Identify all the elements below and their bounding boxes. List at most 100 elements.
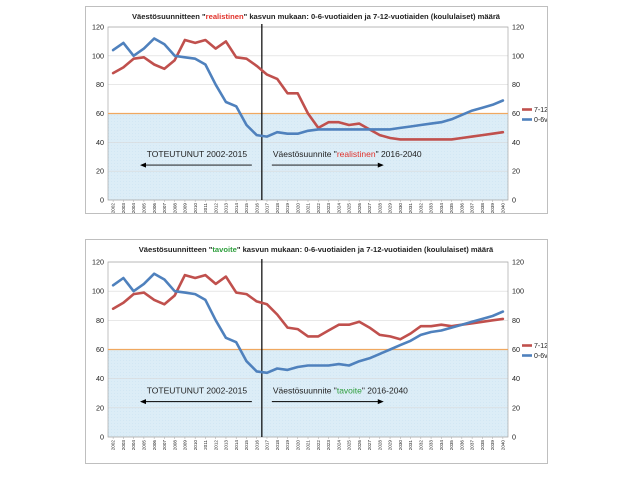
y-tick-left: 120 — [92, 23, 104, 32]
x-tick-label: 2032 — [418, 440, 423, 451]
x-tick-label: 2022 — [316, 203, 321, 213]
chart-panel-realistinen: Väestösuunnitteen "realistinen" kasvun m… — [85, 6, 548, 214]
x-tick-label: 2002 — [111, 440, 116, 451]
x-tick-label: 2005 — [141, 440, 146, 451]
x-tick-label: 2036 — [459, 203, 464, 213]
x-tick-label: 2006 — [152, 203, 157, 213]
x-tick-label: 2020 — [295, 440, 300, 451]
y-tick-left: 60 — [96, 345, 104, 354]
series-line-0-6v — [111, 37, 505, 138]
legend-label: 0-6v — [534, 353, 547, 360]
x-tick-label: 2011 — [203, 203, 208, 213]
x-tick-label: 2014 — [234, 440, 239, 451]
x-tick-label: 2034 — [439, 203, 444, 213]
chart-panel-tavoite: Väestösuunnitteen "tavoite" kasvun mukaa… — [85, 239, 548, 464]
arrow-right-head — [377, 162, 384, 168]
x-tick-label: 2024 — [336, 440, 341, 451]
annotation-forecast: Väestösuunnite "realistinen" 2016-2040 — [273, 149, 422, 159]
x-tick-label: 2009 — [183, 203, 188, 213]
y-tick-right: 120 — [512, 258, 524, 267]
x-tick-label: 2017 — [265, 203, 270, 213]
y-tick-right: 80 — [512, 80, 520, 89]
y-tick-right: 80 — [512, 316, 520, 325]
x-tick-label: 2019 — [285, 203, 290, 213]
x-tick-label: 2030 — [398, 440, 403, 451]
x-tick-label: 2015 — [244, 440, 249, 451]
x-tick-label: 2008 — [172, 440, 177, 451]
y-tick-right: 100 — [512, 287, 524, 296]
x-tick-label: 2003 — [121, 440, 126, 451]
x-tick-label: 2035 — [449, 203, 454, 213]
text-part: Väestösuunnitteen " — [139, 245, 213, 254]
x-tick-label: 2013 — [224, 203, 229, 213]
text-part: " 2016-2040 — [362, 386, 408, 396]
x-tick-label: 2017 — [265, 440, 270, 451]
x-tick-label: 2037 — [470, 440, 475, 451]
x-tick-label: 2019 — [285, 440, 290, 451]
x-tick-label: 2013 — [224, 440, 229, 451]
x-tick-label: 2031 — [408, 440, 413, 451]
y-tick-left: 80 — [96, 316, 104, 325]
x-tick-label: 2033 — [429, 203, 434, 213]
text-part: " kasvun mukaan: 0-6-vuotiaiden ja 7-12-… — [237, 245, 494, 254]
x-tick-label: 2018 — [275, 440, 280, 451]
text-part: Väestösuunnite " — [273, 149, 337, 159]
x-tick-label: 2011 — [203, 440, 208, 450]
x-tick-label: 2016 — [254, 440, 259, 451]
x-tick-label: 2027 — [367, 203, 372, 213]
series-line-0-6v — [111, 272, 505, 375]
x-tick-label: 2036 — [459, 440, 464, 451]
line-chart-realistinen: Väestösuunnitteen "realistinen" kasvun m… — [92, 12, 547, 213]
x-tick-label: 2025 — [347, 203, 352, 213]
x-tick-label: 2021 — [306, 203, 311, 213]
y-tick-left: 20 — [96, 403, 104, 412]
x-tick-label: 2027 — [367, 440, 372, 451]
x-tick-label: 2012 — [213, 440, 218, 451]
y-tick-left: 120 — [92, 258, 104, 267]
y-tick-left: 0 — [100, 433, 104, 442]
text-part: " 2016-2040 — [376, 149, 422, 159]
x-tick-label: 2010 — [193, 440, 198, 451]
x-tick-label: 2020 — [295, 203, 300, 213]
x-tick-label: 2008 — [172, 203, 177, 213]
y-tick-left: 0 — [100, 196, 104, 205]
y-tick-right: 120 — [512, 23, 524, 32]
x-tick-label: 2022 — [316, 440, 321, 451]
x-tick-label: 2023 — [326, 440, 331, 451]
x-tick-label: 2007 — [162, 440, 167, 451]
x-tick-label: 2021 — [306, 440, 311, 451]
x-tick-label: 2034 — [439, 440, 444, 451]
y-tick-left: 40 — [96, 138, 104, 147]
x-tick-label: 2012 — [213, 203, 218, 213]
text-part: tavoite — [212, 245, 236, 254]
x-tick-label: 2003 — [121, 203, 126, 213]
y-tick-right: 20 — [512, 167, 520, 176]
x-tick-label: 2024 — [336, 203, 341, 213]
x-tick-label: 2028 — [377, 440, 382, 451]
series-line-7-12v — [111, 273, 505, 341]
y-tick-left: 80 — [96, 80, 104, 89]
text-part: " kasvun mukaan: 0-6-vuotiaiden ja 7-12-… — [244, 12, 501, 21]
x-tick-label: 2038 — [480, 203, 485, 213]
x-tick-label: 2028 — [377, 203, 382, 213]
x-tick-label: 2016 — [254, 203, 259, 213]
x-tick-label: 2023 — [326, 203, 331, 213]
y-tick-right: 60 — [512, 345, 520, 354]
y-tick-right: 0 — [512, 433, 516, 442]
x-tick-label: 2035 — [449, 440, 454, 451]
x-tick-label: 2033 — [429, 440, 434, 451]
x-tick-label: 2038 — [480, 440, 485, 451]
x-tick-label: 2006 — [152, 440, 157, 451]
x-tick-label: 2026 — [357, 440, 362, 451]
legend-label: 0-6v — [534, 117, 547, 124]
arrow-left-head — [140, 162, 146, 168]
y-tick-left: 100 — [92, 51, 104, 60]
x-tick-label: 2005 — [141, 203, 146, 213]
x-tick-label: 2009 — [183, 440, 188, 451]
text-part: Väestösuunnite " — [273, 386, 337, 396]
x-tick-label: 2029 — [388, 440, 393, 451]
chart-title: Väestösuunnitteen "tavoite" kasvun mukaa… — [139, 245, 494, 254]
x-tick-label: 2031 — [408, 203, 413, 213]
x-tick-label: 2004 — [131, 203, 136, 213]
y-tick-left: 100 — [92, 287, 104, 296]
